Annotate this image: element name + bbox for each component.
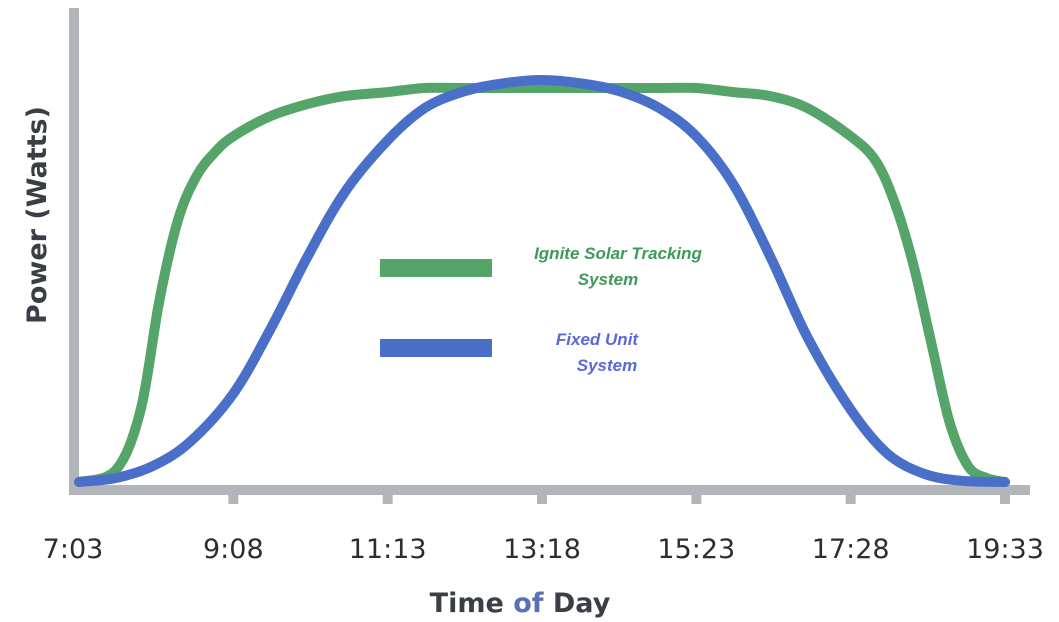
x-tick-label: 7:03 — [43, 534, 104, 565]
legend-label-fixed: Fixed Unit — [556, 330, 640, 349]
x-axis-ticks — [228, 490, 1010, 504]
x-tick-labels: 7:03 9:08 11:13 13:18 15:23 17:28 19:33 — [43, 534, 1044, 565]
x-tick-label: 9:08 — [203, 534, 264, 565]
legend-label-fixed-line2: System — [577, 356, 637, 375]
x-axis-title: Time of Day — [430, 588, 611, 619]
x-tick-label: 11:13 — [349, 534, 427, 565]
x-tick-mark — [845, 490, 856, 504]
series-line-ignite-solar-tracking — [74, 82, 1010, 487]
x-tick-mark — [1000, 490, 1010, 504]
legend-swatch-tracking — [380, 259, 492, 277]
x-tick-mark — [382, 490, 393, 504]
x-tick-label: 13:18 — [503, 534, 581, 565]
x-axis-title-word: Time — [430, 588, 504, 619]
x-tick-label: 19:33 — [966, 534, 1044, 565]
x-tick-mark — [228, 490, 239, 504]
x-axis-title-word: Day — [544, 588, 611, 619]
x-axis-title-word: of — [504, 588, 544, 619]
legend-swatch-fixed — [380, 339, 492, 357]
x-tick-label: 15:23 — [657, 534, 735, 565]
series-line-fixed-unit — [74, 75, 1010, 487]
x-tick-mark — [537, 490, 547, 504]
x-tick-mark — [691, 490, 702, 504]
legend-label-tracking-line2: System — [578, 270, 638, 289]
y-axis-title: Power (Watts) — [22, 106, 53, 324]
x-tick-label: 17:28 — [812, 534, 890, 565]
legend-label-tracking: Ignite Solar Tracking — [534, 244, 702, 263]
